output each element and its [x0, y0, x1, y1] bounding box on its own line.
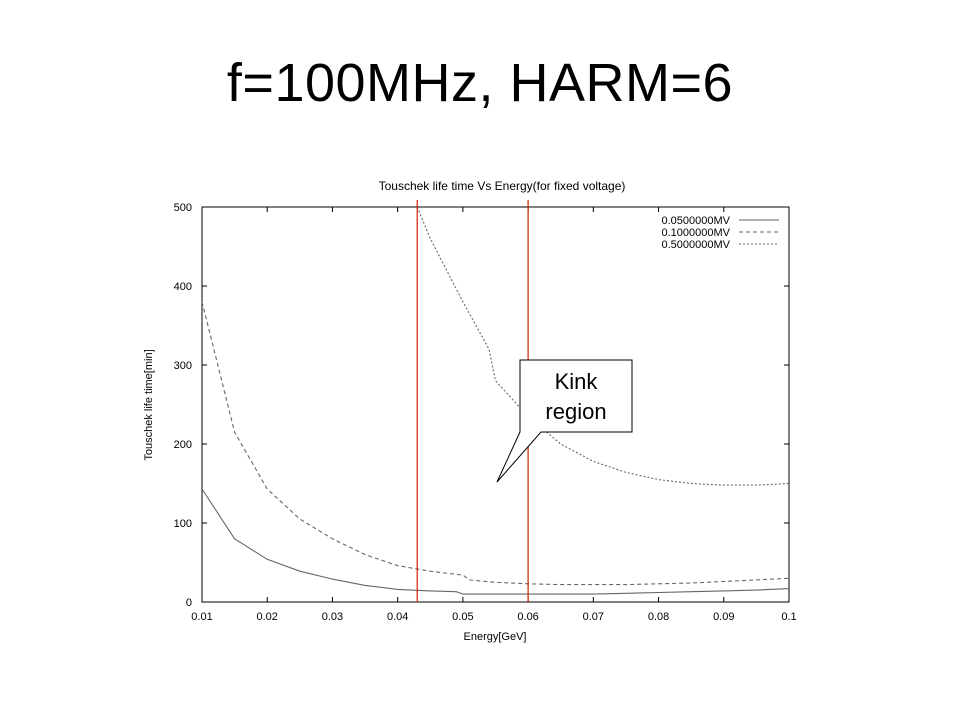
- kink-callout: Kink region: [496, 359, 633, 483]
- legend-label-3: 0.5000000MV: [662, 239, 731, 251]
- x-tick-label: 0.03: [322, 611, 343, 623]
- y-axis-ticks: 0 100 200 300 400 500: [174, 202, 789, 609]
- x-tick-label: 0.02: [257, 611, 278, 623]
- marker-lines: [416, 200, 529, 602]
- x-tick-label: 0.05: [452, 611, 473, 623]
- x-tick-label: 0.01: [191, 611, 212, 623]
- series-layer: [201, 206, 790, 595]
- x-tick-label: 0.04: [387, 611, 408, 623]
- y-tick-label: 300: [174, 360, 192, 372]
- x-tick-label: 0.1: [781, 611, 796, 623]
- x-tick-label: 0.08: [648, 611, 669, 623]
- x-axis-label: Energy[GeV]: [464, 631, 527, 643]
- callout-line-2: region: [545, 399, 606, 424]
- slide-title: f=100MHz, HARM=6: [226, 53, 734, 113]
- callout-line-1: Kink: [555, 369, 599, 394]
- chart-title: Touschek life time Vs Energy(for fixed v…: [379, 179, 626, 193]
- legend-label-2: 0.1000000MV: [662, 227, 731, 239]
- x-tick-label: 0.07: [583, 611, 604, 623]
- x-axis-ticks: 0.01 0.02 0.03 0.04 0.05 0.06 0.07 0.08 0.09 0.1: [191, 207, 797, 623]
- x-tick-label: 0.09: [713, 611, 734, 623]
- y-tick-label: 200: [174, 439, 192, 451]
- plot-frame: [201, 206, 790, 603]
- legend-label-1: 0.0500000MV: [662, 215, 731, 227]
- y-tick-label: 400: [174, 281, 192, 293]
- series-line-1: [201, 488, 790, 595]
- y-axis-label: Touschek life time[min]: [143, 349, 155, 460]
- callout-bubble: [496, 359, 633, 483]
- y-tick-label: 0: [186, 597, 192, 609]
- series-line-2: [201, 301, 790, 586]
- y-tick-label: 100: [174, 518, 192, 530]
- x-tick-label: 0.06: [517, 611, 538, 623]
- y-tick-label: 500: [174, 202, 192, 214]
- series-line-3: [416, 206, 790, 486]
